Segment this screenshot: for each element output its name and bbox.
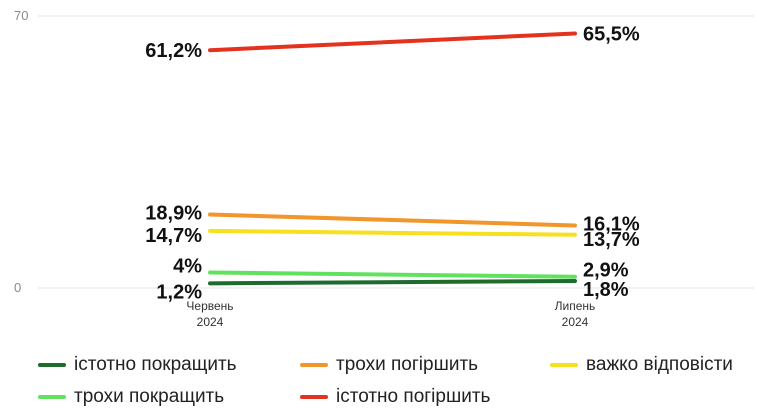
legend-label: трохи покращить xyxy=(74,386,225,407)
data-label: 65,5% xyxy=(583,23,640,45)
data-label: 1,2% xyxy=(156,281,202,303)
data-label: 61,2% xyxy=(145,40,202,62)
series-line-4 xyxy=(208,31,577,53)
legend-item: істотно погіршить xyxy=(300,384,550,410)
data-label: 13,7% xyxy=(583,229,640,251)
y-tick-label: 70 xyxy=(14,8,28,23)
legend-label: трохи погіршить xyxy=(336,354,479,375)
line-chart: 0 70 Червень 2024 Липень 2024 1,2% 1,8% 18,9% 16,… xyxy=(14,8,754,329)
legend-swatch xyxy=(300,363,328,367)
legend-swatch xyxy=(300,395,328,399)
data-label: 16,1% xyxy=(583,213,640,235)
legend-label: істотно погіршить xyxy=(336,386,491,407)
x-tick-label-line2: 2024 xyxy=(197,315,224,329)
data-label: 14,7% xyxy=(145,225,202,247)
legend-item: істотно покращить xyxy=(38,352,300,378)
data-label: 2,9% xyxy=(583,260,629,282)
series-line-1 xyxy=(208,212,577,228)
series-line-3 xyxy=(208,270,577,279)
legend-item: трохи погіршить xyxy=(300,352,550,378)
legend-item: трохи покращить xyxy=(38,384,300,410)
x-tick-label-line1: Липень xyxy=(555,299,596,313)
x-tick-label-line2: 2024 xyxy=(562,315,589,329)
legend-swatch xyxy=(550,363,578,367)
legend-swatch xyxy=(38,395,66,399)
legend-swatch xyxy=(38,363,66,367)
y-tick-label: 0 xyxy=(14,280,21,295)
data-label: 4% xyxy=(173,255,202,277)
x-tick-label-line1: Червень xyxy=(186,299,233,313)
series-line-0 xyxy=(208,279,577,286)
series-line-2 xyxy=(208,228,577,237)
legend-label: важко відповісти xyxy=(586,354,733,375)
data-label: 18,9% xyxy=(145,203,202,225)
legend-item: важко відповісти xyxy=(550,352,750,378)
data-label: 1,8% xyxy=(583,279,629,301)
legend: істотно покращить трохи погіршить важко ві… xyxy=(38,352,753,410)
legend-label: істотно покращить xyxy=(74,354,237,375)
